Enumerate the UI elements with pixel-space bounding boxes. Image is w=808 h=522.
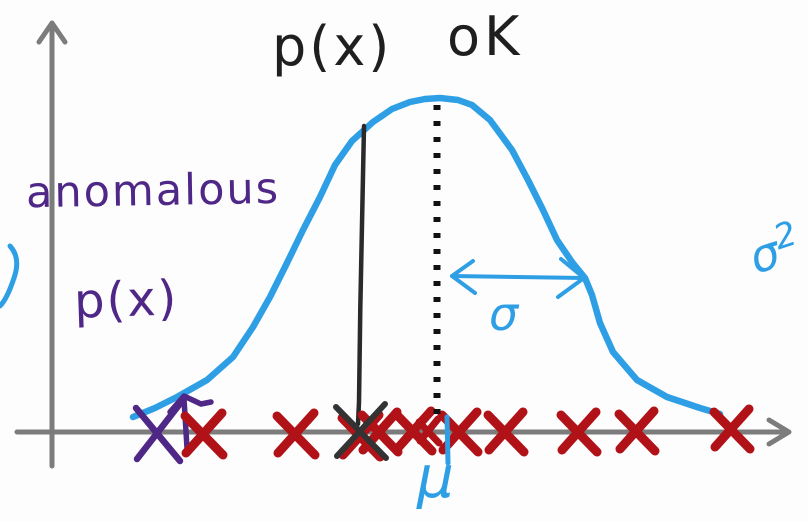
- sigma-arrow-shaft: [450, 274, 586, 280]
- x-mark-data-red: [416, 415, 442, 445]
- label-sigma: σ: [489, 287, 519, 341]
- x-axis-arrowhead-icon: [766, 417, 792, 447]
- x-mark-data-red: [615, 406, 659, 454]
- sigma-arrow-left-head-icon: [450, 259, 477, 295]
- bell-curve-group: [129, 94, 724, 421]
- x-mark-data-red: [181, 408, 227, 458]
- x-mark-data-red: [710, 404, 754, 452]
- x-mark-data-red: [392, 406, 436, 454]
- label-ok: oK: [447, 5, 524, 68]
- x-mark-black: [334, 401, 388, 459]
- black-vertical-marker-line: [355, 123, 367, 427]
- x-mark-data-red: [557, 407, 601, 455]
- label-p-of-x-anomalous: p(x): [73, 270, 180, 330]
- mean-sigma-group: [433, 105, 586, 466]
- purple-up-arrow-shaft: [181, 396, 190, 451]
- left-edge-cutoff-stroke: [0, 243, 20, 309]
- mean-tick-line: [444, 414, 451, 466]
- label-anomalous: anomalous: [25, 163, 281, 219]
- x-mark-data-red: [273, 408, 319, 458]
- x-mark-data-red: [484, 407, 528, 455]
- label-p-of-x-ok: p(x): [272, 15, 393, 78]
- marks-group: [132, 401, 755, 465]
- label-mu: μ: [417, 443, 454, 511]
- axes-group: [14, 20, 792, 469]
- x-mark-anomalous-purple: [133, 401, 183, 463]
- y-axis-arrowhead-icon: [36, 20, 68, 45]
- ink-annotations-group: [0, 123, 367, 451]
- bell-curve-path: [129, 94, 724, 421]
- sigma-arrow-right-head-icon: [556, 257, 586, 299]
